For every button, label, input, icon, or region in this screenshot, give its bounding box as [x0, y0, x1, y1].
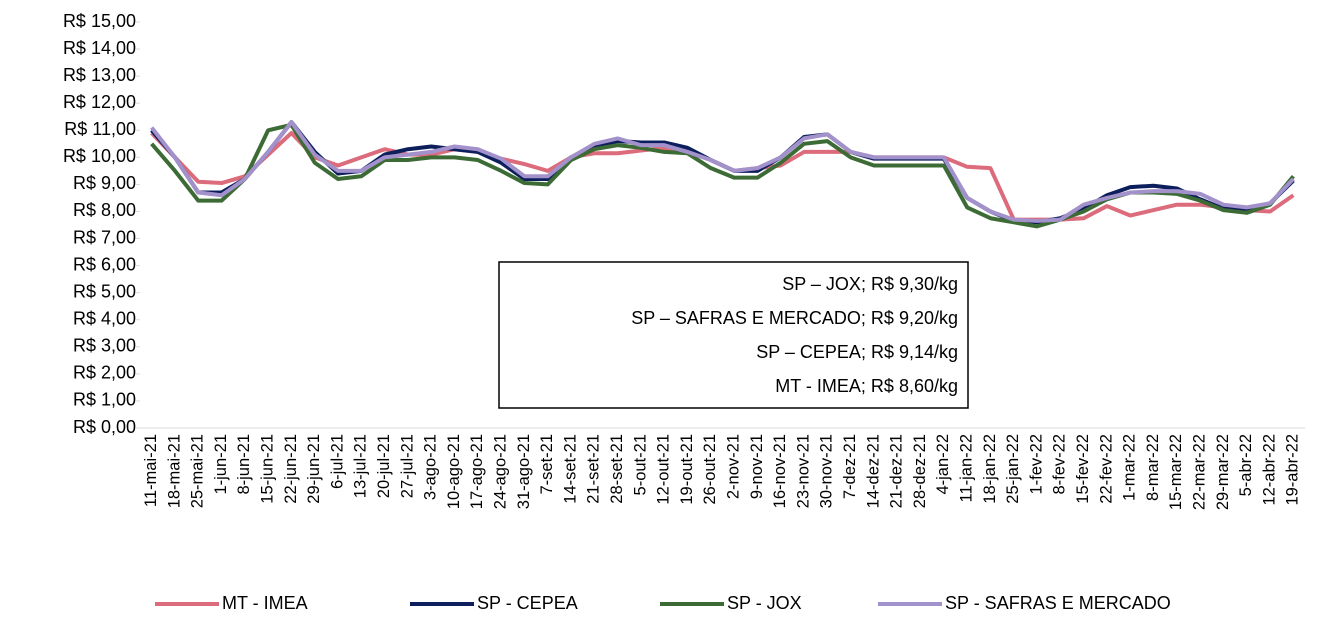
x-tick-label: 19-out-21	[678, 434, 696, 505]
x-tick-label: 25-jan-22	[1004, 434, 1022, 504]
x-tick-label: 29-mar-22	[1214, 434, 1232, 510]
series-line	[150, 122, 1295, 229]
x-tick-label: 22-jun-21	[282, 434, 300, 504]
x-tick-label: 14-dez-21	[864, 434, 882, 508]
y-tick-label: R$ 8,00	[73, 200, 136, 220]
y-tick-label: R$ 2,00	[73, 363, 136, 383]
x-tick-label: 16-nov-21	[771, 434, 789, 508]
x-tick-label: 21-dez-21	[888, 434, 906, 508]
x-tick-label: 15-fev-22	[1074, 434, 1092, 504]
x-tick-label: 12-abr-22	[1260, 434, 1278, 506]
x-tick-label: 6-jul-21	[328, 434, 346, 489]
x-tick-label: 13-jul-21	[352, 434, 370, 498]
legend-label: SP - CEPEA	[477, 593, 578, 613]
x-tick-label: 15-mar-22	[1167, 434, 1185, 510]
x-tick-label: 5-out-21	[631, 434, 649, 495]
y-tick-label: R$ 0,00	[73, 417, 136, 437]
x-tick-label: 15-jun-21	[259, 434, 277, 504]
x-tick-label: 19-abr-22	[1284, 434, 1302, 506]
annotation-box	[498, 261, 969, 409]
legend-label: MT - IMEA	[222, 593, 308, 613]
y-tick-label: R$ 9,00	[73, 173, 136, 193]
x-tick-label: 1-mar-22	[1121, 434, 1139, 501]
x-tick-label: 25-mai-21	[189, 434, 207, 508]
x-tick-label: 30-nov-21	[818, 434, 836, 508]
annotation: MT - IMEA; R$ 8,60/kg	[775, 376, 958, 396]
x-tick-label: 28-dez-21	[911, 434, 929, 508]
x-tick-label: 20-jul-21	[375, 434, 393, 498]
x-tick-label: 18-mai-21	[165, 434, 183, 508]
legend-label: SP - JOX	[727, 593, 802, 613]
annotation: SP – SAFRAS E MERCADO; R$ 9,20/kg	[631, 308, 958, 328]
x-tick-label: 11-mai-21	[142, 434, 160, 507]
annotation: SP – CEPEA; R$ 9,14/kg	[756, 342, 958, 362]
x-tick-label: 8-fev-22	[1051, 434, 1069, 495]
x-tick-label: 21-set-21	[585, 434, 603, 504]
x-tick-label: 9-nov-21	[748, 434, 766, 499]
y-tick-label: R$ 14,00	[63, 38, 136, 58]
x-tick-label: 12-out-21	[655, 434, 673, 505]
annotation: SP – JOX; R$ 9,30/kg	[782, 274, 958, 294]
x-tick-label: 29-jun-21	[305, 434, 323, 504]
x-tick-label: 26-out-21	[701, 434, 719, 505]
y-tick-label: R$ 4,00	[73, 308, 136, 328]
x-tick-label: 4-jan-22	[934, 434, 952, 495]
x-tick-label: 3-ago-21	[422, 434, 440, 500]
y-tick-label: R$ 7,00	[73, 227, 136, 247]
x-tick-label: 11-jan-22	[958, 434, 976, 503]
y-tick-label: R$ 6,00	[73, 254, 136, 274]
x-tick-label: 31-ago-21	[515, 434, 533, 509]
y-tick-label: R$ 15,00	[63, 11, 136, 31]
x-tick-label: 17-ago-21	[468, 434, 486, 509]
x-tick-label: 8-mar-22	[1144, 434, 1162, 501]
y-tick-label: R$ 5,00	[73, 281, 136, 301]
x-tick-label: 2-nov-21	[725, 434, 743, 499]
x-tick-label: 18-jan-22	[981, 434, 999, 504]
series-line	[150, 120, 1295, 223]
y-tick-label: R$ 3,00	[73, 336, 136, 356]
x-tick-label: 7-set-21	[538, 434, 556, 495]
y-tick-label: R$ 10,00	[63, 146, 136, 166]
x-tick-label: 28-set-21	[608, 434, 626, 504]
x-tick-label: 10-ago-21	[445, 434, 463, 509]
x-tick-label: 1-fev-22	[1027, 434, 1045, 495]
x-tick-label: 22-mar-22	[1191, 434, 1209, 510]
x-tick-label: 7-dez-21	[841, 434, 859, 499]
y-tick-label: R$ 13,00	[63, 65, 136, 85]
x-tick-label: 22-fev-22	[1097, 434, 1115, 504]
legend-label: SP - SAFRAS E MERCADO	[945, 593, 1171, 613]
x-tick-label: 24-ago-21	[492, 434, 510, 509]
y-tick-label: R$ 11,00	[64, 119, 136, 139]
x-tick-label: 5-abr-22	[1237, 434, 1255, 496]
x-tick-label: 14-set-21	[561, 434, 579, 504]
x-tick-label: 23-nov-21	[794, 434, 812, 508]
series-line	[150, 130, 1295, 222]
x-tick-label: 1-jun-21	[212, 434, 230, 495]
x-tick-label: 8-jun-21	[235, 434, 253, 495]
y-tick-label: R$ 12,00	[63, 92, 136, 112]
y-tick-label: R$ 1,00	[73, 390, 136, 410]
x-tick-label: 27-jul-21	[398, 434, 416, 498]
